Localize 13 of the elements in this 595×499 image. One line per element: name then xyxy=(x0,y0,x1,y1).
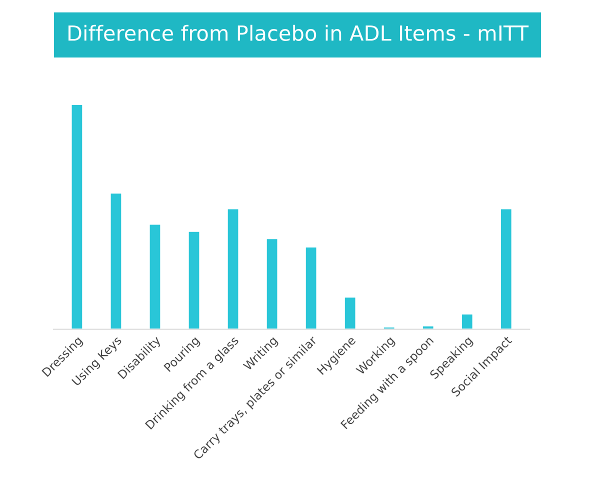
bar xyxy=(226,208,240,330)
bar xyxy=(70,104,84,330)
bar xyxy=(460,313,474,330)
bar xyxy=(109,192,123,330)
bar xyxy=(344,296,357,330)
bar xyxy=(265,238,279,330)
bar xyxy=(187,230,201,330)
chart-title: Difference from Placebo in ADL Items - mITT xyxy=(68,24,529,41)
bar xyxy=(422,325,435,330)
bar xyxy=(382,326,396,330)
bar xyxy=(500,208,513,330)
bar xyxy=(304,246,318,330)
bar xyxy=(148,223,162,330)
